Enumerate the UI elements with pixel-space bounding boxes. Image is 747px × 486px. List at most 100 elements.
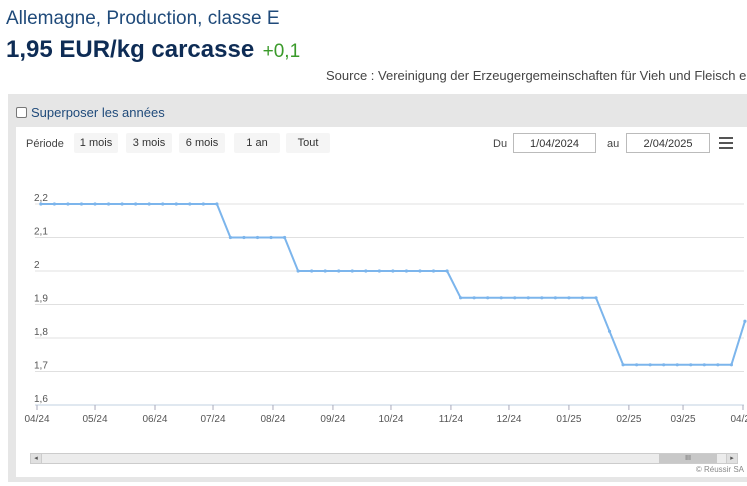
data-point bbox=[567, 296, 571, 300]
copyright-credit: © Réussir SA bbox=[695, 465, 744, 474]
price-change: +0,1 bbox=[262, 41, 301, 62]
data-point bbox=[594, 296, 598, 300]
period-label: Période bbox=[26, 138, 64, 150]
data-point bbox=[174, 202, 178, 206]
data-point bbox=[513, 296, 517, 300]
x-tick-label: 03/25 bbox=[671, 414, 696, 425]
x-tick-label: 10/24 bbox=[378, 414, 403, 425]
data-point bbox=[459, 296, 463, 300]
data-point bbox=[161, 202, 165, 206]
x-tick-label: 01/25 bbox=[556, 414, 581, 425]
to-date-input[interactable]: 2/04/2025 bbox=[626, 133, 710, 153]
data-point bbox=[418, 269, 422, 273]
range-3-months-button[interactable]: 3 mois bbox=[126, 133, 172, 153]
data-point bbox=[39, 202, 43, 206]
page-title: Allemagne, Production, classe E bbox=[6, 8, 280, 29]
data-point bbox=[147, 202, 151, 206]
data-point bbox=[621, 363, 625, 367]
data-point bbox=[282, 235, 287, 240]
data-point bbox=[93, 202, 97, 206]
data-point bbox=[377, 269, 381, 273]
scrollbar-thumb[interactable]: III bbox=[659, 454, 717, 463]
overlay-checkbox[interactable] bbox=[16, 107, 27, 118]
data-point bbox=[729, 363, 733, 367]
data-point bbox=[52, 202, 57, 206]
data-point bbox=[431, 269, 436, 273]
price-row: 1,95 EUR/kg carcasse +0,1 bbox=[6, 36, 300, 64]
x-tick-label: 09/24 bbox=[320, 414, 345, 425]
data-point bbox=[404, 269, 409, 273]
scroll-left-arrow-icon[interactable]: ◂ bbox=[31, 454, 42, 463]
data-point bbox=[553, 296, 557, 300]
x-tick-label: 08/24 bbox=[260, 414, 285, 425]
price-series-line bbox=[40, 203, 746, 366]
x-tick-label: 06/24 bbox=[142, 414, 167, 425]
data-point bbox=[445, 269, 449, 273]
range-1-year-button[interactable]: 1 an bbox=[234, 133, 280, 153]
x-tick-label: 11/24 bbox=[439, 414, 464, 425]
from-label: Du bbox=[493, 138, 508, 150]
range-1-month-button[interactable]: 1 mois bbox=[74, 133, 118, 153]
overlay-years-toggle[interactable]: Superposer les années bbox=[16, 105, 165, 120]
y-tick-label: 2,2 bbox=[34, 193, 48, 204]
data-point bbox=[269, 235, 273, 240]
data-point bbox=[716, 363, 720, 367]
y-tick-label: 2 bbox=[34, 260, 40, 271]
data-point bbox=[702, 363, 706, 367]
data-point bbox=[743, 319, 747, 323]
chart-toolbar: Période 1 mois 3 mois 6 mois 1 an Tout D… bbox=[16, 127, 747, 159]
range-6-months-button[interactable]: 6 mois bbox=[179, 133, 225, 153]
data-point bbox=[66, 202, 70, 206]
data-point bbox=[310, 269, 314, 273]
source-note: Source : Vereinigung der Erzeugergemeins… bbox=[326, 68, 747, 83]
data-point bbox=[215, 202, 219, 206]
scroll-right-arrow-icon[interactable]: ▸ bbox=[726, 454, 737, 463]
data-point bbox=[391, 269, 395, 273]
line-chart: 2,2 2,1 2 1,9 1,8 1,7 1,6 04/24 05/24 06/24 07/24 0… bbox=[24, 193, 747, 425]
data-point bbox=[337, 269, 341, 273]
data-point bbox=[675, 363, 679, 367]
data-point bbox=[486, 296, 490, 300]
data-point bbox=[472, 296, 476, 300]
current-price: 1,95 EUR/kg carcasse bbox=[6, 36, 255, 63]
y-tick-label: 1,9 bbox=[34, 294, 48, 305]
from-date-input[interactable]: 1/04/2024 bbox=[513, 133, 596, 153]
data-point bbox=[79, 202, 84, 206]
data-point bbox=[120, 202, 124, 206]
chart-panel: Superposer les années Période 1 mois 3 m… bbox=[8, 94, 747, 482]
data-point bbox=[580, 296, 585, 300]
data-point bbox=[635, 363, 639, 367]
x-tick-label: 05/24 bbox=[83, 414, 108, 425]
data-point bbox=[228, 235, 233, 240]
overlay-label: Superposer les années bbox=[31, 105, 165, 120]
data-point bbox=[648, 363, 652, 367]
x-tick-label: 02/25 bbox=[616, 414, 641, 425]
x-tick-label: 07/24 bbox=[201, 414, 226, 425]
data-point bbox=[499, 296, 503, 300]
to-label: au bbox=[607, 138, 620, 150]
y-tick-label: 1,8 bbox=[34, 327, 48, 338]
data-point bbox=[106, 202, 111, 206]
data-point bbox=[662, 363, 666, 367]
y-tick-label: 1,6 bbox=[34, 394, 48, 405]
chart-area: Période 1 mois 3 mois 6 mois 1 an Tout D… bbox=[16, 127, 747, 477]
data-point bbox=[255, 235, 260, 240]
data-point bbox=[242, 235, 246, 240]
data-point bbox=[296, 269, 300, 273]
data-point bbox=[607, 329, 612, 333]
range-all-button[interactable]: Tout bbox=[286, 133, 330, 153]
data-point bbox=[201, 202, 205, 206]
data-point bbox=[540, 296, 544, 300]
data-point bbox=[364, 269, 368, 273]
hamburger-menu-icon[interactable] bbox=[719, 137, 733, 149]
x-tick-label: 12/24 bbox=[496, 414, 521, 425]
navigator-scrollbar[interactable]: ◂ III ▸ bbox=[30, 453, 738, 464]
y-tick-label: 1,7 bbox=[34, 361, 48, 372]
data-point bbox=[323, 269, 327, 273]
data-point bbox=[526, 296, 530, 300]
data-point bbox=[350, 269, 354, 273]
data-point bbox=[188, 202, 192, 206]
y-tick-label: 2,1 bbox=[34, 227, 48, 238]
data-point bbox=[134, 202, 138, 206]
x-tick-label: 04/24 bbox=[24, 414, 49, 425]
